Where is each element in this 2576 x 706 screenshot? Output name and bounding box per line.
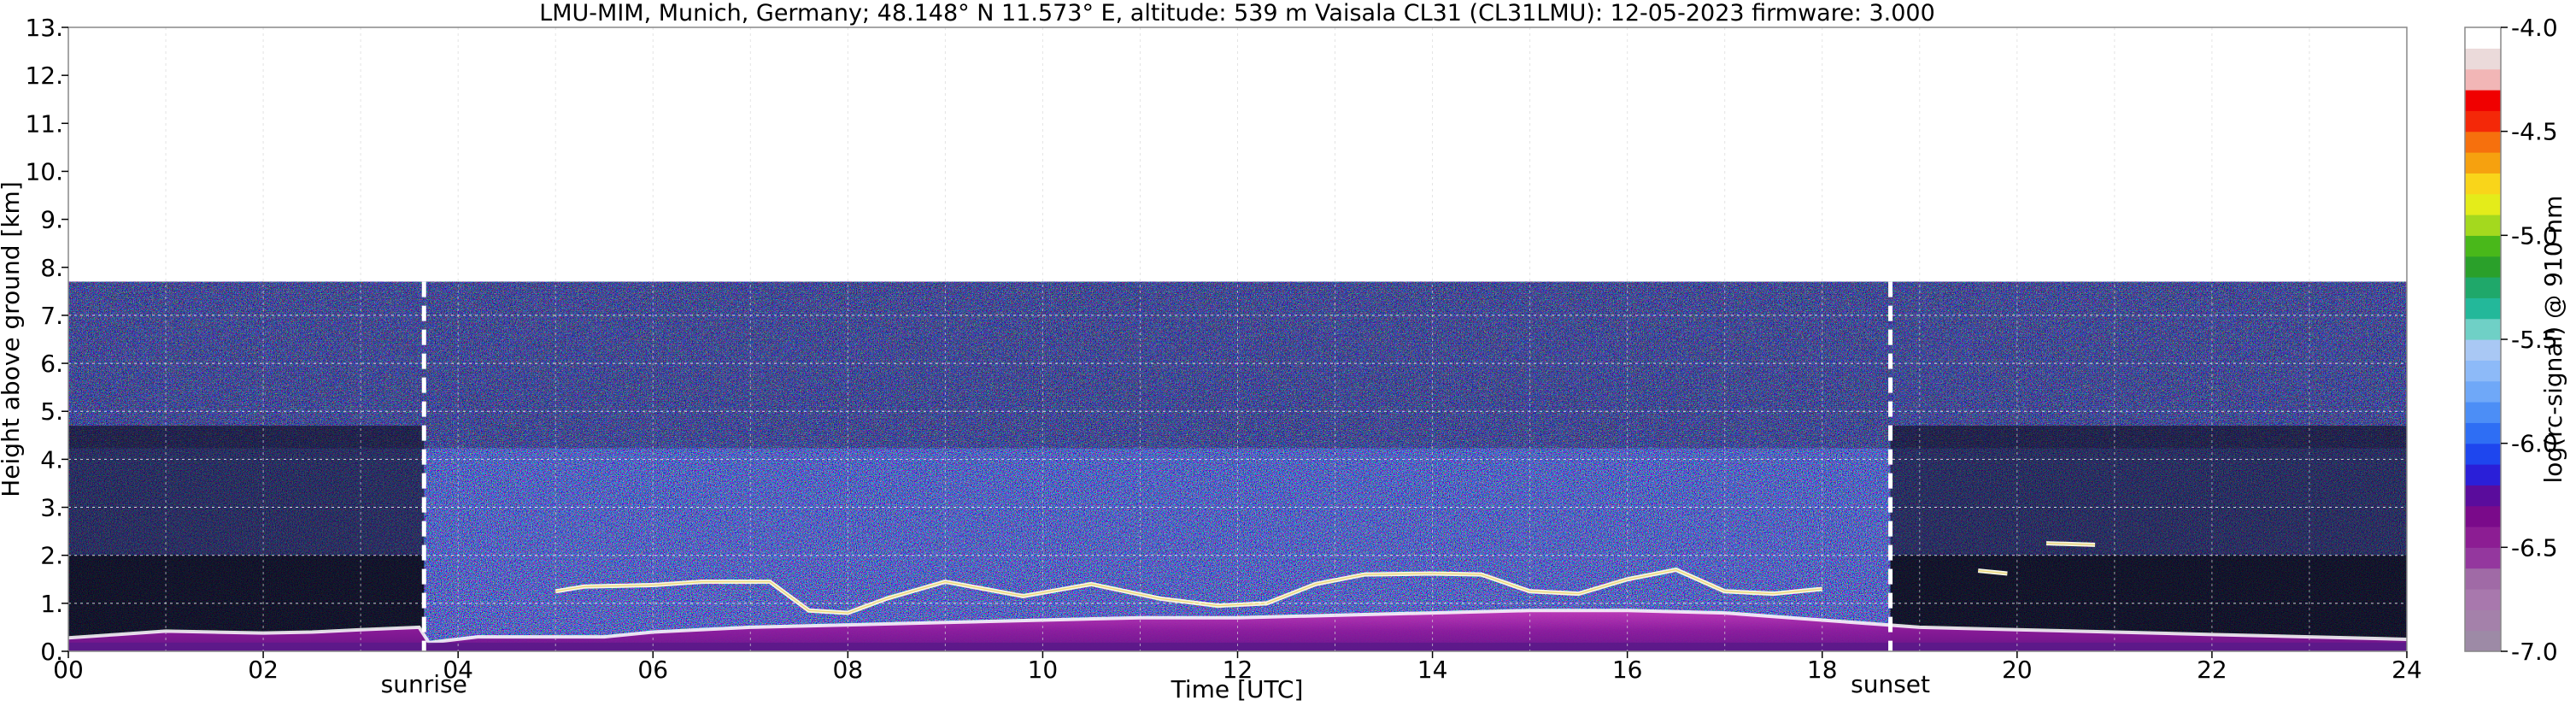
x-axis-ticks: 00 02 04 06 08 10 12 14 16 18 20 22 24 (53, 651, 2422, 684)
y-tick-label: 10. (25, 157, 63, 185)
colorbar-tick-label: -6.5 (2511, 533, 2558, 562)
colorbar-tick-label: -6.0 (2511, 430, 2558, 458)
x-tick-label: 14 (1417, 656, 1448, 684)
colorbar-band (2465, 464, 2501, 485)
chart-title: LMU-MIM, Munich, Germany; 48.148° N 11.5… (539, 0, 1935, 26)
y-tick-label: 2. (40, 542, 63, 570)
colorbar-band (2465, 110, 2501, 132)
x-tick-label: 24 (2391, 656, 2422, 684)
colorbar-tick-label: -5.0 (2511, 221, 2558, 250)
sunrise-label: sunrise (381, 670, 467, 698)
cloud-layer-core-2 (1978, 569, 2008, 574)
colorbar-band (2465, 630, 2501, 652)
colorbar-label: log(rc-signal) @ 910 nm (2539, 196, 2567, 484)
colorbar-band (2465, 402, 2501, 423)
grid-lines (68, 27, 2407, 651)
colorbar-tick-label: -4.0 (2511, 14, 2558, 42)
colorbar-band (2465, 173, 2501, 195)
colorbar-band (2465, 527, 2501, 548)
x-tick-label: 06 (637, 656, 668, 684)
colorbar-tick-label: -7.0 (2511, 638, 2558, 666)
colorbar-band (2465, 505, 2501, 527)
y-tick-label: 6. (40, 350, 63, 378)
y-axis-label: Height above ground [km] (0, 181, 25, 497)
plot-area (67, 26, 2408, 652)
colorbar-band (2465, 589, 2501, 610)
colorbar-band (2465, 277, 2501, 298)
y-tick-label: 9. (40, 206, 63, 234)
y-tick-label: 0. (40, 638, 63, 666)
colorbar-tick-label: -4.5 (2511, 118, 2558, 146)
y-tick-label: 7. (40, 302, 63, 330)
colorbar-band (2465, 68, 2501, 91)
x-tick-label: 22 (2197, 656, 2227, 684)
colorbar-band (2465, 131, 2501, 153)
y-tick-label: 11. (25, 109, 63, 138)
x-tick-label: 02 (248, 656, 279, 684)
x-tick-label: 20 (2002, 656, 2033, 684)
sun-annotation-labels: sunrise sunset (381, 670, 1930, 698)
colorbar-band (2465, 568, 2501, 590)
x-tick-label: 12 (1223, 656, 1253, 684)
colorbar-band (2465, 318, 2501, 340)
y-tick-label: 13. (25, 14, 63, 42)
boundary-layer-top (68, 609, 2407, 645)
colorbar-band (2465, 90, 2501, 111)
x-axis-label: Time [UTC] (1171, 675, 1304, 703)
colorbar-band (2465, 256, 2501, 278)
x-tick-label: 04 (443, 656, 473, 684)
y-tick-label: 1. (40, 590, 63, 618)
surface-band (68, 642, 2407, 651)
x-tick-label: 08 (833, 656, 864, 684)
colorbar-band (2465, 609, 2501, 632)
colorbar-band (2465, 380, 2501, 403)
y-tick-label: 4. (40, 445, 63, 474)
x-tick-label: 10 (1028, 656, 1059, 684)
colorbar: -4.0 -4.5 -5.0 -5.5 -6.0 -6.5 -7.0 log(rc-sign… (2464, 14, 2567, 666)
colorbar-band (2465, 422, 2501, 444)
colorbar-band (2465, 152, 2501, 174)
colorbar-bands (2465, 27, 2501, 652)
colorbar-band (2465, 443, 2501, 465)
colorbar-band (2465, 215, 2501, 236)
colorbar-tick-label: -5.5 (2511, 326, 2558, 354)
colorbar-band (2465, 360, 2501, 382)
y-tick-label: 3. (40, 494, 63, 522)
colorbar-band (2465, 193, 2501, 215)
y-tick-label: 8. (40, 254, 63, 282)
colorbar-band (2465, 235, 2501, 257)
sunset-label: sunset (1851, 670, 1930, 698)
colorbar-ticks: -4.0 -4.5 -5.0 -5.5 -6.0 -6.5 -7.0 (2501, 14, 2558, 666)
cloud-layer-core-3 (2046, 542, 2096, 546)
x-tick-label: 18 (1807, 656, 1838, 684)
colorbar-band (2465, 297, 2501, 320)
colorbar-band (2465, 48, 2501, 70)
x-tick-label: 00 (53, 656, 84, 684)
colorbar-band (2465, 547, 2501, 569)
y-tick-label: 12. (25, 62, 63, 90)
sun-annotation-lines (421, 281, 1893, 651)
colorbar-band (2465, 485, 2501, 507)
colorbar-band (2465, 339, 2501, 361)
colorbar-band (2465, 27, 2501, 49)
y-tick-label: 5. (40, 397, 63, 426)
x-tick-label: 16 (1612, 656, 1643, 684)
y-axis-ticks: 0. 1. 2. 3. 4. 5. 6. 7. 8. 9. 10. 11. 12. 13. (25, 14, 68, 666)
